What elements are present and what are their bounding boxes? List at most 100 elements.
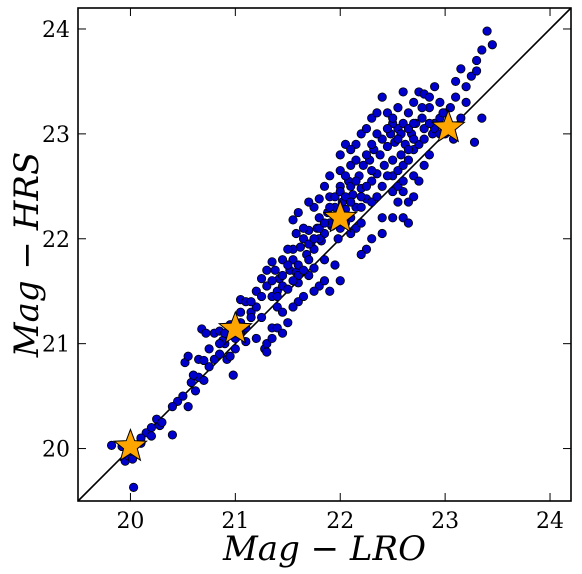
stars-layer — [112, 109, 466, 462]
data-point — [361, 181, 372, 191]
data-point — [190, 386, 201, 396]
data-point — [409, 118, 419, 128]
data-point — [325, 171, 335, 181]
data-point — [188, 370, 198, 380]
data-point — [225, 351, 235, 361]
data-point — [361, 124, 372, 134]
data-point — [471, 66, 482, 76]
data-point — [351, 176, 361, 186]
data-point — [377, 92, 387, 102]
data-point — [201, 328, 211, 338]
data-point — [388, 113, 398, 123]
data-point — [356, 202, 366, 212]
x-tick-label: 22 — [326, 509, 354, 534]
data-point — [403, 108, 414, 118]
data-point — [319, 255, 330, 265]
data-point — [314, 194, 324, 204]
data-point — [409, 134, 419, 144]
y-tick-label: 23 — [42, 123, 70, 148]
data-point — [367, 234, 377, 244]
data-point — [398, 176, 408, 186]
data-point — [215, 349, 225, 359]
data-point — [178, 391, 188, 401]
data-point — [409, 192, 419, 202]
data-point — [451, 92, 461, 102]
data-point — [251, 333, 261, 344]
data-point — [267, 276, 277, 286]
data-point — [393, 197, 403, 207]
data-point — [183, 351, 193, 361]
ticks-layer: 20 21 22 23 24 20 21 22 23 24 — [42, 8, 571, 534]
star-marker — [322, 199, 358, 233]
data-point — [157, 417, 167, 427]
data-point — [379, 160, 389, 170]
data-point — [346, 197, 356, 207]
data-point — [424, 92, 434, 102]
data-point — [183, 401, 193, 412]
data-point — [309, 286, 319, 296]
data-point — [487, 40, 497, 50]
x-tick-label: 20 — [116, 509, 144, 534]
data-point — [246, 312, 256, 323]
data-point — [199, 355, 209, 366]
data-point — [335, 276, 345, 286]
data-point — [403, 145, 414, 155]
data-point — [333, 234, 343, 244]
data-point — [293, 207, 303, 218]
data-point — [417, 103, 427, 113]
y-tick-label: 20 — [42, 438, 70, 463]
data-point — [267, 257, 277, 267]
data-point — [419, 160, 429, 170]
data-point — [396, 150, 406, 160]
data-point — [298, 265, 309, 275]
data-point — [256, 274, 267, 284]
data-point — [482, 26, 492, 36]
data-point — [319, 218, 330, 228]
x-axis-label: Mag − LRO — [222, 529, 426, 569]
data-point — [204, 344, 214, 354]
data-point — [283, 244, 293, 254]
data-point — [477, 45, 487, 55]
data-point — [367, 165, 377, 176]
y-tick-label: 22 — [42, 228, 70, 253]
data-point — [309, 234, 319, 244]
data-point — [283, 318, 293, 328]
data-point — [469, 137, 480, 147]
data-point — [277, 270, 288, 281]
data-point — [283, 284, 293, 294]
data-point — [417, 113, 427, 123]
data-point — [382, 171, 393, 181]
data-point — [340, 171, 351, 181]
x-tick-label: 23 — [431, 509, 459, 534]
data-point — [367, 139, 377, 149]
data-point — [298, 291, 309, 302]
data-point — [356, 192, 366, 202]
data-point — [456, 64, 466, 74]
data-point — [461, 82, 471, 92]
data-point — [393, 134, 403, 144]
data-point — [262, 265, 272, 275]
data-point — [256, 291, 267, 302]
data-point — [204, 362, 214, 372]
data-point — [288, 302, 298, 312]
data-point — [304, 197, 314, 207]
data-point — [388, 213, 398, 223]
data-point — [283, 260, 293, 270]
x-tick-label: 24 — [536, 509, 564, 534]
data-point — [377, 181, 387, 191]
data-point — [106, 440, 117, 451]
data-point — [424, 118, 434, 128]
data-point — [409, 97, 419, 108]
data-point — [377, 213, 387, 223]
data-point — [382, 141, 393, 152]
star-marker — [112, 428, 148, 462]
y-tick-label: 21 — [42, 333, 70, 358]
data-point — [167, 401, 178, 412]
data-point — [288, 276, 298, 286]
data-point — [375, 150, 385, 160]
data-point — [403, 218, 414, 228]
data-point — [228, 370, 238, 380]
data-point — [256, 312, 267, 323]
data-point — [277, 307, 288, 317]
